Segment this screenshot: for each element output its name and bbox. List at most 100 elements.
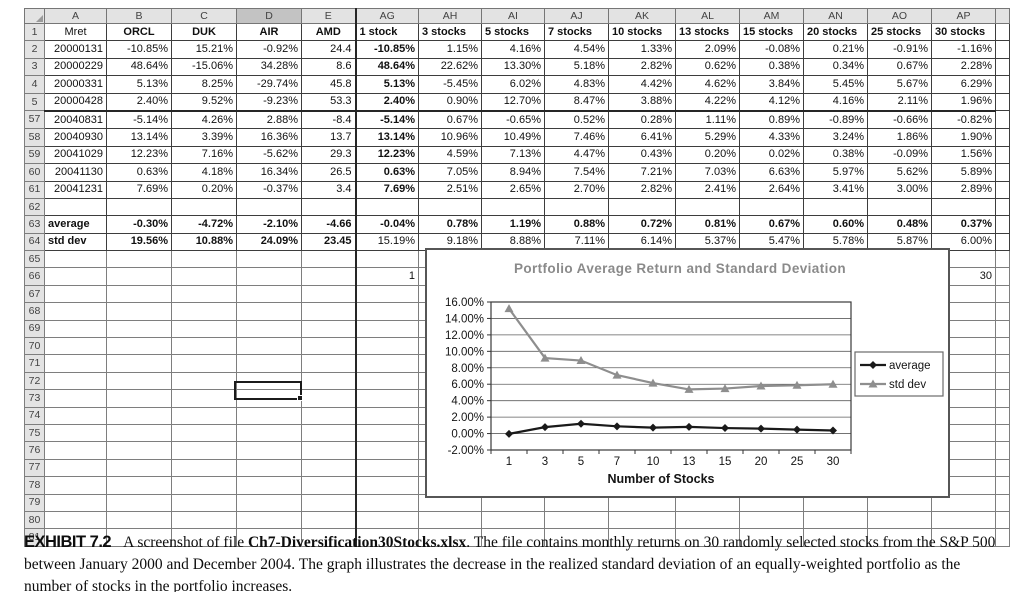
cell-AK2[interactable]: 1.33% (608, 40, 676, 59)
cell-AH3[interactable]: 22.62% (418, 57, 482, 77)
cell-AO80[interactable] (867, 510, 932, 530)
cell-AJ57[interactable]: 0.52% (544, 110, 609, 130)
column-header-E[interactable]: E (301, 8, 357, 24)
cell-AL63[interactable]: 0.81% (675, 215, 740, 234)
column-header-AK[interactable]: AK (608, 8, 676, 24)
cell-B64[interactable]: 19.56% (106, 232, 172, 252)
cell-AG69[interactable] (355, 319, 419, 339)
cell-AK58[interactable]: 6.41% (608, 128, 676, 147)
cell-AK4[interactable]: 4.42% (608, 75, 676, 94)
cell-AH2[interactable]: 1.15% (418, 40, 482, 59)
cell-B3[interactable]: 48.64% (106, 57, 172, 77)
cell-A57[interactable]: 20040831 (44, 110, 107, 130)
cell-AJ5[interactable]: 8.47% (544, 92, 609, 112)
column-header-AN[interactable]: AN (803, 8, 868, 24)
cell-AL3[interactable]: 0.62% (675, 57, 740, 77)
cell-E81[interactable] (301, 528, 357, 547)
row-header-61[interactable]: 61 (24, 180, 45, 199)
cell-C67[interactable] (171, 284, 237, 304)
cell-D63[interactable]: -2.10% (236, 215, 302, 234)
row-header-70[interactable]: 70 (24, 337, 45, 356)
cell-E67[interactable] (301, 284, 357, 304)
cell-AG61[interactable]: 7.69% (355, 180, 419, 199)
row-header-74[interactable]: 74 (24, 406, 45, 425)
column-header-AH[interactable]: AH (418, 8, 482, 24)
cell-AO61[interactable]: 3.00% (867, 180, 932, 199)
cell-AN58[interactable]: 3.24% (803, 128, 868, 147)
cell-AP63[interactable]: 0.37% (931, 215, 996, 234)
cell-AM4[interactable]: 3.84% (739, 75, 804, 94)
row-header-66[interactable]: 66 (24, 267, 45, 286)
cell-C76[interactable] (171, 441, 237, 460)
cell-C4[interactable]: 8.25% (171, 75, 237, 94)
cell-A71[interactable] (44, 354, 107, 373)
cell-E5[interactable]: 53.3 (301, 92, 357, 112)
cell-C58[interactable]: 3.39% (171, 128, 237, 147)
cell-AH80[interactable] (418, 510, 482, 530)
cell-E3[interactable]: 8.6 (301, 57, 357, 77)
cell-AI58[interactable]: 10.49% (481, 128, 545, 147)
cell-E71[interactable] (301, 354, 357, 373)
cell-E61[interactable]: 3.4 (301, 180, 357, 199)
row-header-63[interactable]: 63 (24, 215, 45, 234)
cell-D61[interactable]: -0.37% (236, 180, 302, 199)
cell-B5[interactable]: 2.40% (106, 92, 172, 112)
row-header-73[interactable]: 73 (24, 389, 45, 408)
cell-AP61[interactable]: 2.89% (931, 180, 996, 199)
cell-E78[interactable] (301, 476, 357, 495)
cell-A67[interactable] (44, 284, 107, 304)
row-header-67[interactable]: 67 (24, 284, 45, 304)
row-header-57[interactable]: 57 (24, 110, 45, 130)
cell-AI2[interactable]: 4.16% (481, 40, 545, 59)
cell-B76[interactable] (106, 441, 172, 460)
cell-D68[interactable] (236, 302, 302, 321)
cell-E69[interactable] (301, 319, 357, 339)
cell-C78[interactable] (171, 476, 237, 495)
cell-D77[interactable] (236, 458, 302, 478)
cell-AH60[interactable]: 7.05% (418, 163, 482, 182)
cell-B63[interactable]: -0.30% (106, 215, 172, 234)
cell-AL1[interactable]: 13 stocks (675, 22, 740, 42)
cell-AH58[interactable]: 10.96% (418, 128, 482, 147)
cell-AN57[interactable]: -0.89% (803, 110, 868, 130)
cell-A72[interactable] (44, 371, 107, 391)
cell-B4[interactable]: 5.13% (106, 75, 172, 94)
cell-B58[interactable]: 13.14% (106, 128, 172, 147)
cell-B71[interactable] (106, 354, 172, 373)
cell-AJ2[interactable]: 4.54% (544, 40, 609, 59)
cell-B79[interactable] (106, 493, 172, 512)
cell-AL58[interactable]: 5.29% (675, 128, 740, 147)
cell-AO4[interactable]: 5.67% (867, 75, 932, 94)
column-header-AP[interactable]: AP (931, 8, 996, 24)
cell-AM58[interactable]: 4.33% (739, 128, 804, 147)
cell-AM57[interactable]: 0.89% (739, 110, 804, 130)
cell-AH57[interactable]: 0.67% (418, 110, 482, 130)
cell-AI80[interactable] (481, 510, 545, 530)
cell-A68[interactable] (44, 302, 107, 321)
cell-E79[interactable] (301, 493, 357, 512)
cell-AN59[interactable]: 0.38% (803, 145, 868, 165)
cell-AG3[interactable]: 48.64% (355, 57, 419, 77)
cell-AL4[interactable]: 4.62% (675, 75, 740, 94)
cell-B61[interactable]: 7.69% (106, 180, 172, 199)
cell-C68[interactable] (171, 302, 237, 321)
cell-AO60[interactable]: 5.62% (867, 163, 932, 182)
cell-A65[interactable] (44, 250, 107, 269)
row-header-1[interactable]: 1 (24, 22, 45, 42)
cell-AG71[interactable] (355, 354, 419, 373)
row-header-5[interactable]: 5 (24, 92, 45, 112)
cell-AK3[interactable]: 2.82% (608, 57, 676, 77)
cell-AG4[interactable]: 5.13% (355, 75, 419, 94)
cell-AN61[interactable]: 3.41% (803, 180, 868, 199)
cell-A1[interactable]: Mret (44, 22, 107, 42)
cell-C62[interactable] (171, 197, 237, 217)
cell-B77[interactable] (106, 458, 172, 478)
cell-AL59[interactable]: 0.20% (675, 145, 740, 165)
cell-A80[interactable] (44, 510, 107, 530)
cell-AN60[interactable]: 5.97% (803, 163, 868, 182)
row-header-72[interactable]: 72 (24, 371, 45, 391)
cell-AJ1[interactable]: 7 stocks (544, 22, 609, 42)
cell-E68[interactable] (301, 302, 357, 321)
cell-B72[interactable] (106, 371, 172, 391)
cell-AM63[interactable]: 0.67% (739, 215, 804, 234)
